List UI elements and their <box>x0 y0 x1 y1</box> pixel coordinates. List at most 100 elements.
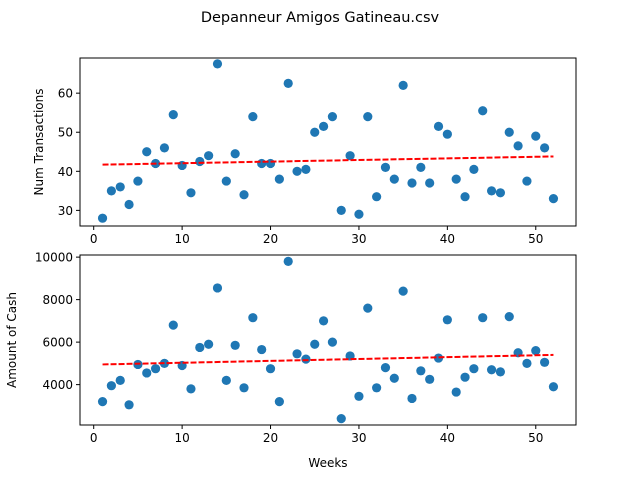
data-point <box>486 365 497 375</box>
x-axis-label: Weeks <box>308 456 347 470</box>
data-point <box>336 205 346 215</box>
data-point <box>283 78 293 88</box>
data-point <box>106 186 116 196</box>
data-point <box>195 156 205 167</box>
x-tick-label: 0 <box>90 431 98 445</box>
data-point <box>115 375 125 385</box>
data-point <box>407 178 417 188</box>
data-point <box>142 368 152 378</box>
data-point <box>318 121 329 131</box>
data-point <box>283 256 293 266</box>
x-tick-label: 40 <box>440 232 455 246</box>
cash-plot: 0 10 20 30 40 50 4000 6000 8000 10000 Amount of Ca… <box>5 251 577 445</box>
data-point <box>265 364 276 374</box>
data-point <box>195 342 205 353</box>
data-point <box>425 178 435 188</box>
data-point <box>478 106 488 116</box>
data-point <box>372 192 382 202</box>
x-tick-label: 30 <box>351 431 366 445</box>
y-tick-label: 8000 <box>42 293 73 307</box>
data-point <box>168 110 178 120</box>
data-point <box>230 149 240 159</box>
data-point <box>451 174 461 184</box>
y-tick-label: 30 <box>58 204 73 218</box>
x-tick-label: 20 <box>263 232 278 246</box>
data-point <box>150 364 161 374</box>
data-point <box>416 366 426 376</box>
data-point <box>124 199 134 210</box>
data-point <box>248 112 258 122</box>
data-point <box>540 357 550 367</box>
data-point <box>389 174 399 184</box>
data-point <box>522 358 532 368</box>
data-point <box>336 414 346 424</box>
data-point <box>159 143 170 153</box>
data-point <box>212 59 223 69</box>
x-tick-label: 20 <box>263 431 278 445</box>
data-point <box>133 176 143 186</box>
data-point <box>478 313 488 323</box>
x-tick-label: 10 <box>174 431 189 445</box>
data-point <box>522 176 532 186</box>
x-tick-label: 0 <box>90 232 98 246</box>
data-point <box>495 188 506 198</box>
y-tick-label: 10000 <box>35 251 73 265</box>
data-point <box>239 383 249 393</box>
data-point <box>168 320 178 330</box>
data-point <box>257 344 267 355</box>
data-point <box>460 192 470 202</box>
figure-title: Depanneur Amigos Gatineau.csv <box>201 10 440 26</box>
data-point <box>97 397 108 407</box>
data-point <box>548 194 559 204</box>
data-point <box>504 127 514 137</box>
data-point <box>186 384 196 394</box>
data-point <box>354 209 364 219</box>
data-point <box>495 367 506 377</box>
data-point <box>257 158 267 169</box>
data-point <box>460 372 470 382</box>
data-point <box>142 147 152 157</box>
data-point <box>425 374 435 384</box>
data-point <box>274 397 284 407</box>
data-point <box>363 112 373 122</box>
data-point <box>354 391 364 401</box>
data-point <box>469 164 479 174</box>
data-point <box>363 303 373 313</box>
x-tick-label: 10 <box>174 232 189 246</box>
data-point <box>442 129 452 139</box>
data-point <box>186 188 196 198</box>
data-point <box>389 373 399 383</box>
data-point <box>318 316 329 326</box>
data-point <box>230 340 240 350</box>
data-point <box>204 151 214 161</box>
data-point <box>124 400 134 410</box>
trend-line <box>102 353 554 366</box>
data-point <box>301 164 311 174</box>
data-point <box>469 364 479 374</box>
data-point <box>398 286 408 296</box>
data-point <box>398 80 408 90</box>
data-point <box>548 382 559 392</box>
y-tick-label: 4000 <box>42 378 73 392</box>
y-axis-label: Amount of Cash <box>5 292 19 388</box>
data-point <box>372 383 382 393</box>
data-point <box>407 393 417 404</box>
data-point <box>310 127 320 137</box>
data-point <box>265 158 276 169</box>
data-point <box>221 375 231 385</box>
x-tick-label: 50 <box>528 431 543 445</box>
transactions-plot: 0 10 20 30 40 50 30 40 50 60 Num Transactions <box>32 57 577 246</box>
data-point <box>292 166 302 176</box>
data-point <box>486 186 497 196</box>
data-point <box>513 141 523 151</box>
data-point <box>97 213 108 223</box>
data-point <box>416 162 426 172</box>
data-point <box>540 143 550 153</box>
data-point <box>115 182 125 192</box>
data-point <box>221 176 231 186</box>
data-point <box>380 162 391 172</box>
data-point <box>504 312 514 322</box>
y-tick-label: 6000 <box>42 336 73 350</box>
data-point <box>531 131 541 141</box>
